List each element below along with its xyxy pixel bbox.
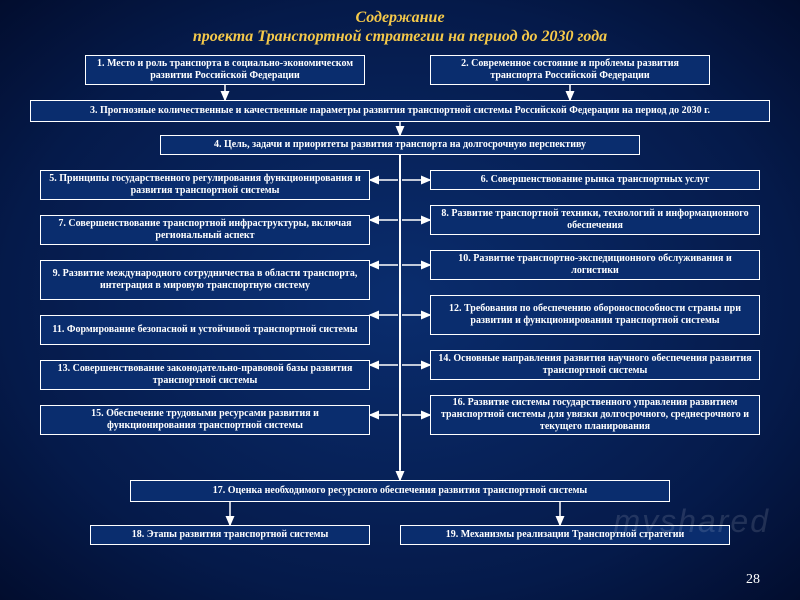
title-line-2: проекта Транспортной стратегии на период… bbox=[193, 28, 607, 45]
flowchart-box-b13: 13. Совершенствование законодательно-пра… bbox=[40, 360, 370, 390]
flowchart-box-b18: 18. Этапы развития транспортной системы bbox=[90, 525, 370, 545]
title-line-1: Содержание bbox=[355, 9, 444, 26]
flowchart-box-b12: 12. Требования по обеспечению обороноспо… bbox=[430, 295, 760, 335]
flowchart-box-b17: 17. Оценка необходимого ресурсного обесп… bbox=[130, 480, 670, 502]
flowchart-box-b16: 16. Развитие системы государственного уп… bbox=[430, 395, 760, 435]
flowchart-box-b6: 6. Совершенствование рынка транспортных … bbox=[430, 170, 760, 190]
page-number: 28 bbox=[746, 572, 760, 588]
flowchart-box-b5: 5. Принципы государственного регулирован… bbox=[40, 170, 370, 200]
flowchart-box-b8: 8. Развитие транспортной техники, технол… bbox=[430, 205, 760, 235]
flowchart-box-b3: 3. Прогнозные количественные и качествен… bbox=[30, 100, 770, 122]
flowchart-box-b2: 2. Современное состояние и проблемы разв… bbox=[430, 55, 710, 85]
watermark: myshared bbox=[614, 503, 771, 540]
flowchart-box-b11: 11. Формирование безопасной и устойчивой… bbox=[40, 315, 370, 345]
flowchart-box-b4: 4. Цель, задачи и приоритеты развития тр… bbox=[160, 135, 640, 155]
flowchart-box-b14: 14. Основные направления развития научно… bbox=[430, 350, 760, 380]
flowchart-box-b15: 15. Обеспечение трудовыми ресурсами разв… bbox=[40, 405, 370, 435]
flowchart-box-b9: 9. Развитие международного сотрудничеств… bbox=[40, 260, 370, 300]
flowchart-box-b7: 7. Совершенствование транспортной инфрас… bbox=[40, 215, 370, 245]
slide-title: Содержание проекта Транспортной стратеги… bbox=[0, 0, 800, 52]
flowchart-box-b1: 1. Место и роль транспорта в социально-э… bbox=[85, 55, 365, 85]
flowchart-box-b10: 10. Развитие транспортно-экспедиционного… bbox=[430, 250, 760, 280]
